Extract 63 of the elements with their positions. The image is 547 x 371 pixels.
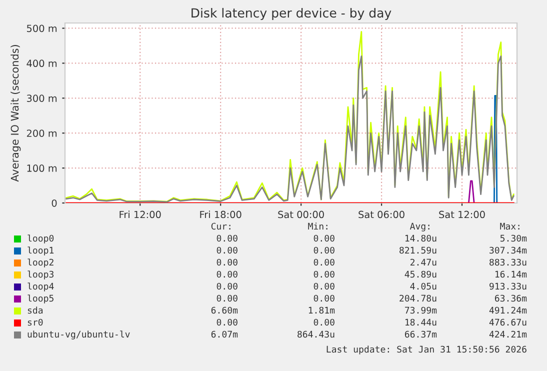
- text: 491.24m: [489, 306, 527, 314]
- text: 1.81m: [308, 306, 335, 314]
- text: 424.21m: [489, 330, 527, 338]
- text: 45.89u: [404, 270, 436, 278]
- legend-label: loop2: [28, 258, 54, 268]
- text: Last update: Sat Jan 31 15:50:56 2026: [326, 346, 526, 354]
- text: 864.43u: [298, 330, 334, 338]
- y-tick-label: 0: [52, 199, 57, 207]
- text: 4.05u: [410, 282, 436, 290]
- text: 6.60m: [211, 306, 238, 314]
- text: 16.14m: [495, 270, 527, 278]
- text: Cur:: [211, 222, 230, 230]
- legend-label: sda: [28, 306, 43, 314]
- text: 66.37m: [404, 330, 437, 338]
- text: 0.00: [216, 282, 238, 290]
- text: 5.30m: [500, 234, 527, 242]
- text: 0.00: [314, 294, 334, 302]
- text: 0.00: [216, 270, 238, 278]
- text: 0.00: [314, 246, 334, 254]
- x-tick-label: Fri 12:00: [120, 210, 161, 218]
- text: 307.34m: [490, 246, 527, 254]
- text: 913.33u: [490, 282, 526, 290]
- text: 0.00: [216, 234, 238, 242]
- legend-label: ubuntu-vg/ubuntu-lv: [28, 330, 130, 340]
- x-tick-label: Fri 18:00: [200, 210, 242, 218]
- text: 204.78u: [400, 294, 436, 302]
- text: Avg:: [410, 222, 430, 232]
- legend-label: loop1: [28, 246, 54, 256]
- text: 0.00: [216, 318, 238, 326]
- text: 2.47u: [410, 258, 436, 266]
- y-tick-label: 400 m: [26, 60, 57, 68]
- text: 73.99m: [405, 306, 437, 314]
- text: 0.00: [314, 318, 334, 326]
- text: 476.67u: [489, 318, 526, 326]
- text: 821.59u: [400, 246, 436, 254]
- y-tick-label: 100 m: [27, 164, 57, 172]
- text: 0.00: [216, 246, 238, 254]
- text: 0.00: [314, 282, 334, 290]
- text: 14.80u: [405, 234, 436, 242]
- text: 0.00: [216, 258, 238, 266]
- y-tick-label: 500 m: [26, 24, 57, 32]
- y-axis-title: Average IO Wait (seconds): [10, 45, 21, 182]
- text: 883.33u: [490, 258, 526, 266]
- x-tick-label: Sat 06:00: [358, 210, 404, 218]
- text: 0.00: [216, 294, 238, 302]
- text: 0.00: [314, 234, 334, 242]
- y-tick-label: 200 m: [26, 130, 57, 137]
- text: Max:: [500, 222, 520, 230]
- text: 0.00: [314, 270, 334, 278]
- x-tick-label: Sat 12:00: [439, 210, 485, 218]
- legend-label: loop0: [28, 234, 54, 244]
- chart-title: Disk latency per device - by day: [192, 8, 392, 20]
- text: 18.44u: [405, 318, 436, 326]
- x-tick-label: Sat 00:00: [278, 210, 324, 218]
- y-tick-label: 300 m: [26, 94, 57, 102]
- legend-label: sr0: [28, 318, 43, 326]
- text: 0.00: [314, 258, 334, 266]
- legend-label: loop4: [28, 282, 54, 292]
- legend-label: loop5: [28, 294, 54, 304]
- legend-label: loop3: [28, 270, 54, 280]
- text: 6.07m: [211, 330, 238, 338]
- text: Min:: [308, 222, 328, 230]
- text: 63.36m: [494, 294, 527, 302]
